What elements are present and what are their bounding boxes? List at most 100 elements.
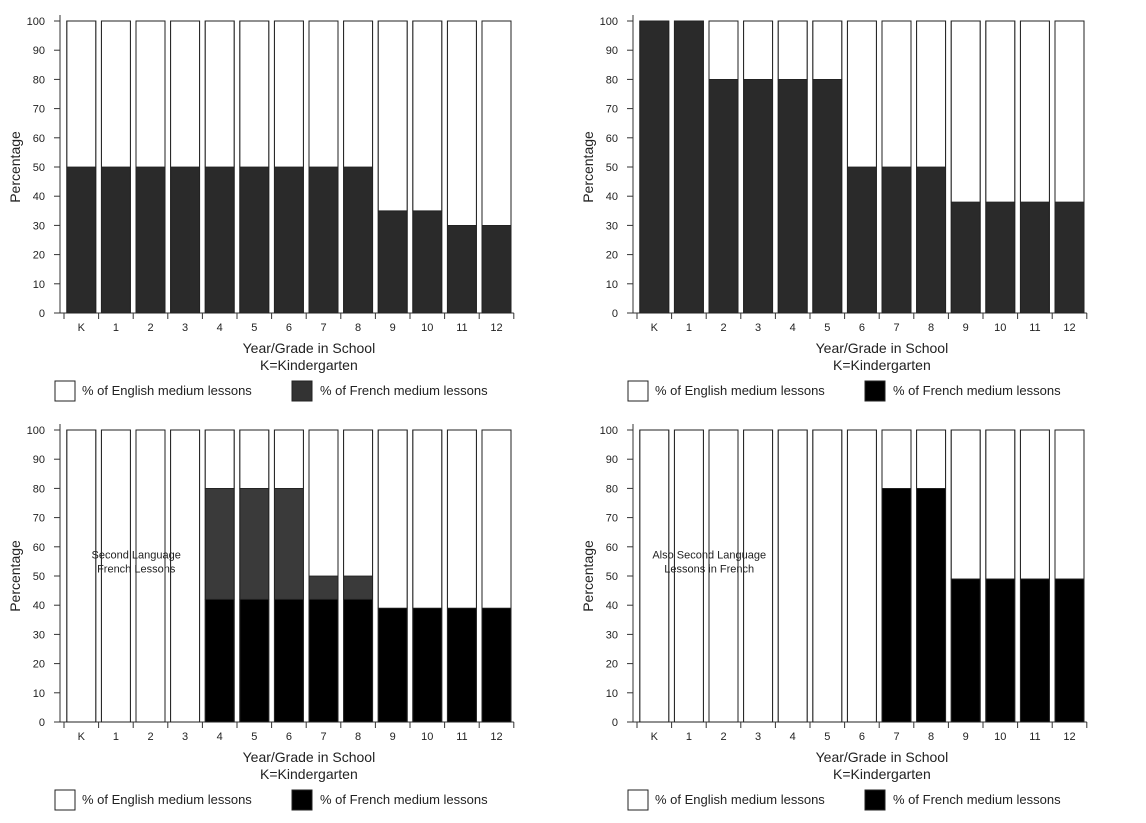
bar-segment	[882, 488, 911, 722]
bar-segment	[240, 167, 269, 313]
x-axis-subtitle: K=Kindergarten	[260, 357, 358, 373]
bar-segment	[482, 608, 511, 722]
y-tick-label: 0	[612, 308, 618, 320]
y-tick-label: 50	[33, 571, 45, 583]
bar-segment	[847, 430, 876, 722]
bar-segment	[482, 430, 511, 608]
bar-segment	[1020, 202, 1049, 313]
bar-segment	[413, 430, 442, 608]
y-tick-label: 60	[606, 133, 618, 145]
bar-segment	[274, 488, 303, 599]
x-tick-label: 10	[994, 322, 1006, 334]
bar-segment	[744, 430, 773, 722]
x-tick-label: 10	[994, 731, 1006, 743]
y-tick-label: 20	[606, 250, 618, 262]
y-tick-label: 40	[606, 191, 618, 203]
bar-segment	[813, 430, 842, 722]
y-tick-label: 80	[33, 483, 45, 495]
legend-swatch	[865, 381, 885, 401]
bar-segment	[309, 21, 338, 167]
x-tick-label: 2	[147, 731, 153, 743]
bar-segment	[205, 430, 234, 488]
bar-segment	[136, 21, 165, 167]
y-tick-label: 0	[39, 717, 45, 729]
legend-label: % of French medium lessons	[893, 792, 1061, 807]
y-tick-label: 10	[606, 279, 618, 291]
y-tick-label: 100	[600, 16, 618, 28]
bar-segment	[1055, 21, 1084, 202]
x-tick-label: 7	[893, 731, 899, 743]
y-tick-label: 90	[606, 45, 618, 57]
legend-label: % of French medium lessons	[320, 792, 488, 807]
legend: % of English medium lessons % of French m…	[628, 381, 1061, 401]
x-tick-label: 2	[147, 322, 153, 334]
y-tick-label: 90	[33, 45, 45, 57]
x-axis-title: Year/Grade in School	[816, 749, 949, 765]
bar-segment	[917, 488, 946, 722]
legend-label: % of English medium lessons	[82, 383, 252, 398]
bar-segment	[1020, 579, 1049, 722]
x-tick-label: 6	[859, 731, 865, 743]
x-axis-subtitle: K=Kindergarten	[833, 357, 931, 373]
legend: % of English medium lessons % of French m…	[55, 381, 488, 401]
y-tick-label: 0	[39, 308, 45, 320]
x-tick-label: 12	[490, 731, 502, 743]
bar-segment	[986, 579, 1015, 722]
bar-segment	[447, 225, 476, 313]
y-tick-label: 30	[606, 629, 618, 641]
bar-segment	[986, 430, 1015, 579]
y-tick-label: 60	[33, 133, 45, 145]
x-tick-label: 8	[355, 322, 361, 334]
x-tick-label: 4	[217, 322, 223, 334]
y-tick-label: 30	[606, 220, 618, 232]
bar-segment	[101, 430, 130, 722]
bar-segment	[951, 579, 980, 722]
bar-segment	[413, 21, 442, 211]
bar-segment	[205, 599, 234, 722]
bar-segment	[171, 167, 200, 313]
x-tick-label: 5	[824, 322, 830, 334]
bar-segment	[378, 430, 407, 608]
bar-segment	[136, 430, 165, 722]
legend-swatch	[628, 381, 648, 401]
y-axis-title: Percentage	[580, 540, 596, 612]
y-tick-label: 90	[33, 454, 45, 466]
y-tick-label: 100	[27, 425, 45, 437]
bar-segment	[344, 21, 373, 167]
bar-segment	[344, 576, 373, 599]
bar-segment	[171, 430, 200, 722]
x-axis-title: Year/Grade in School	[243, 749, 376, 765]
y-tick-label: 50	[33, 162, 45, 174]
bar-segment	[640, 430, 669, 722]
bar-segment	[205, 488, 234, 599]
x-tick-label: 4	[790, 731, 796, 743]
bar-segment	[882, 430, 911, 488]
x-tick-label: 9	[390, 731, 396, 743]
bar-segment	[240, 21, 269, 167]
bar-segment	[205, 167, 234, 313]
bar-segment	[674, 430, 703, 722]
y-tick-label: 60	[606, 542, 618, 554]
y-tick-label: 60	[33, 542, 45, 554]
chart-top-right: 0 10 20 30 40 50 60 70 80 90 100 Percentage K 1 2 3 4 5 6 7…	[573, 0, 1146, 409]
bar-segment	[274, 430, 303, 488]
x-axis-title: Year/Grade in School	[816, 340, 949, 356]
y-tick-label: 70	[33, 513, 45, 525]
bar-segment	[240, 430, 269, 488]
legend-label: % of French medium lessons	[320, 383, 488, 398]
bar-segment	[1055, 430, 1084, 579]
x-tick-label: 8	[928, 322, 934, 334]
bar-segment	[709, 430, 738, 722]
bar-segment	[309, 167, 338, 313]
x-tick-label: 9	[963, 731, 969, 743]
x-tick-label: 11	[1029, 731, 1040, 743]
x-tick-label: 7	[320, 322, 326, 334]
y-tick-label: 10	[33, 688, 45, 700]
bar-segment	[67, 21, 96, 167]
bar-segment	[1020, 430, 1049, 579]
bar-segment	[951, 430, 980, 579]
y-tick-label: 50	[606, 162, 618, 174]
bar-segment	[1055, 202, 1084, 313]
x-tick-label: K	[651, 322, 659, 334]
